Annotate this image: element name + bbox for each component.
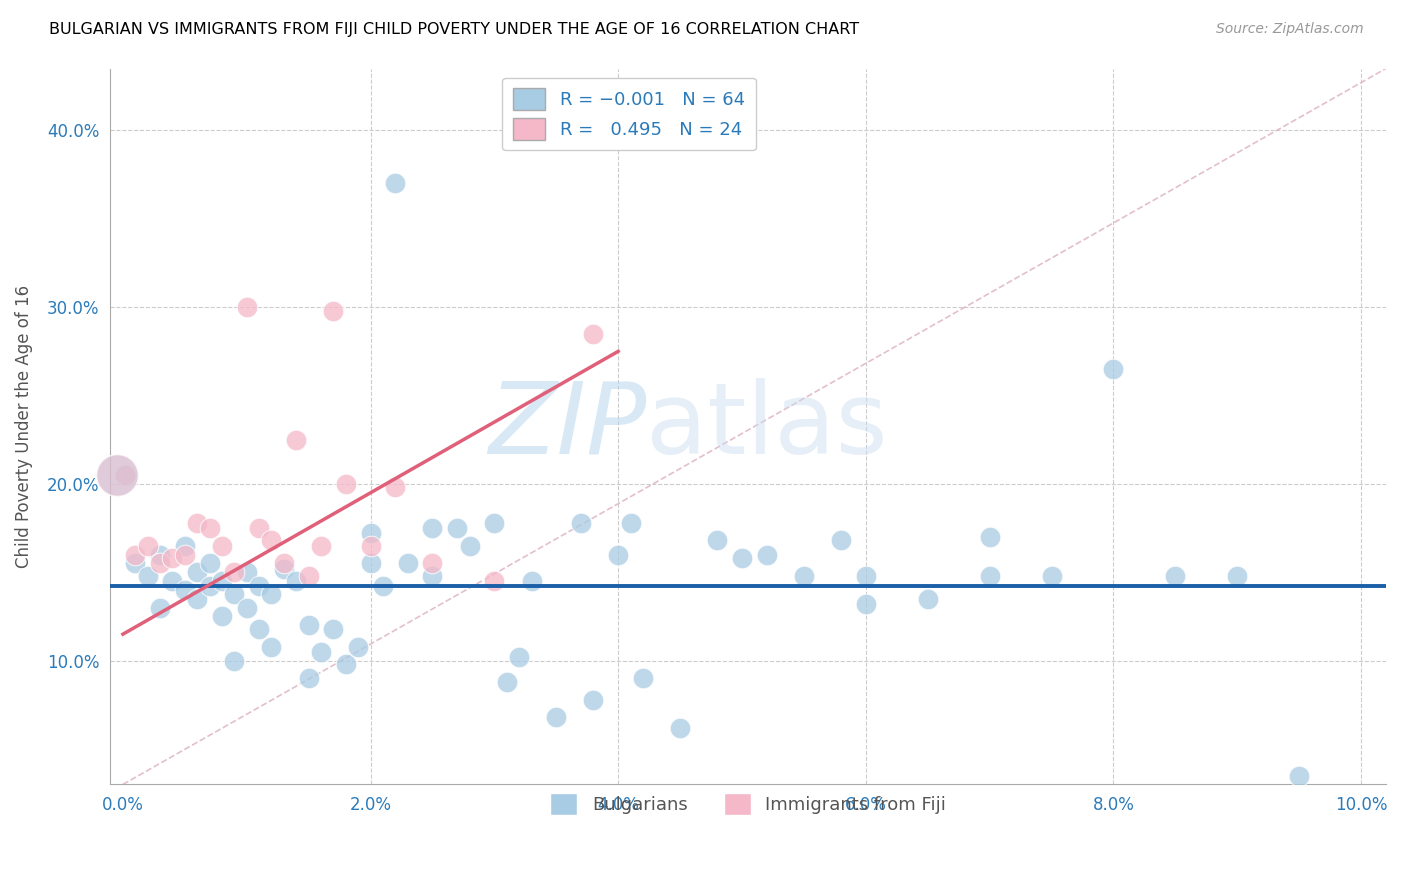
Point <box>484 574 506 589</box>
Point <box>273 557 295 571</box>
Point <box>669 721 692 735</box>
Point <box>607 548 630 562</box>
Text: atlas: atlas <box>647 378 887 475</box>
Point <box>260 533 283 548</box>
Point <box>136 539 159 553</box>
Point <box>917 591 939 606</box>
Point <box>631 672 654 686</box>
Point <box>309 645 332 659</box>
Point <box>124 548 146 562</box>
Point <box>247 521 270 535</box>
Point <box>371 579 394 593</box>
Point <box>335 477 357 491</box>
Point <box>706 533 728 548</box>
Point <box>569 516 592 530</box>
Point <box>731 551 754 566</box>
Point <box>224 586 246 600</box>
Point <box>198 557 221 571</box>
Point <box>508 650 530 665</box>
Point <box>162 551 184 566</box>
Point <box>124 557 146 571</box>
Point <box>1226 569 1249 583</box>
Point <box>260 586 283 600</box>
Point <box>235 566 257 580</box>
Point <box>105 468 128 483</box>
Point <box>520 574 543 589</box>
Point <box>298 618 321 632</box>
Point <box>830 533 852 548</box>
Text: BULGARIAN VS IMMIGRANTS FROM FIJI CHILD POVERTY UNDER THE AGE OF 16 CORRELATION : BULGARIAN VS IMMIGRANTS FROM FIJI CHILD … <box>49 22 859 37</box>
Point <box>396 557 419 571</box>
Point <box>285 433 308 447</box>
Point <box>582 326 605 341</box>
Point <box>335 657 357 672</box>
Point <box>298 569 321 583</box>
Point <box>422 557 444 571</box>
Point <box>855 597 877 611</box>
Point <box>855 569 877 583</box>
Point <box>149 557 172 571</box>
Point <box>149 548 172 562</box>
Point <box>173 539 195 553</box>
Point <box>186 516 208 530</box>
Point <box>211 574 233 589</box>
Point <box>979 530 1001 544</box>
Point <box>298 672 321 686</box>
Point <box>619 516 641 530</box>
Point <box>114 468 136 483</box>
Point <box>422 569 444 583</box>
Point <box>235 300 257 314</box>
Point <box>360 539 382 553</box>
Point <box>173 548 195 562</box>
Point <box>384 177 406 191</box>
Point <box>495 674 517 689</box>
Point <box>186 566 208 580</box>
Point <box>755 548 778 562</box>
Point <box>198 579 221 593</box>
Point <box>384 480 406 494</box>
Text: Source: ZipAtlas.com: Source: ZipAtlas.com <box>1216 22 1364 37</box>
Point <box>247 579 270 593</box>
Legend: Bulgarians, Immigrants from Fiji: Bulgarians, Immigrants from Fiji <box>540 781 957 825</box>
Point <box>322 303 344 318</box>
Point <box>458 539 481 553</box>
Point <box>1164 569 1187 583</box>
Point <box>979 569 1001 583</box>
Y-axis label: Child Poverty Under the Age of 16: Child Poverty Under the Age of 16 <box>15 285 32 568</box>
Point <box>235 600 257 615</box>
Point <box>309 539 332 553</box>
Point <box>149 600 172 615</box>
Point <box>347 640 370 654</box>
Point <box>173 582 195 597</box>
Point <box>360 557 382 571</box>
Point <box>322 622 344 636</box>
Point <box>162 574 184 589</box>
Point <box>582 692 605 706</box>
Point <box>211 539 233 553</box>
Point <box>247 622 270 636</box>
Point <box>546 710 568 724</box>
Point <box>224 566 246 580</box>
Point <box>422 521 444 535</box>
Text: ZIP: ZIP <box>488 378 647 475</box>
Point <box>484 516 506 530</box>
Point <box>260 640 283 654</box>
Point <box>186 591 208 606</box>
Point <box>224 654 246 668</box>
Point <box>211 609 233 624</box>
Point <box>198 521 221 535</box>
Point <box>793 569 815 583</box>
Point <box>285 574 308 589</box>
Point <box>1288 768 1310 782</box>
Point <box>1102 362 1125 376</box>
Point <box>273 562 295 576</box>
Point <box>1040 569 1063 583</box>
Point <box>136 569 159 583</box>
Point <box>105 468 128 483</box>
Point <box>446 521 468 535</box>
Point <box>360 526 382 541</box>
